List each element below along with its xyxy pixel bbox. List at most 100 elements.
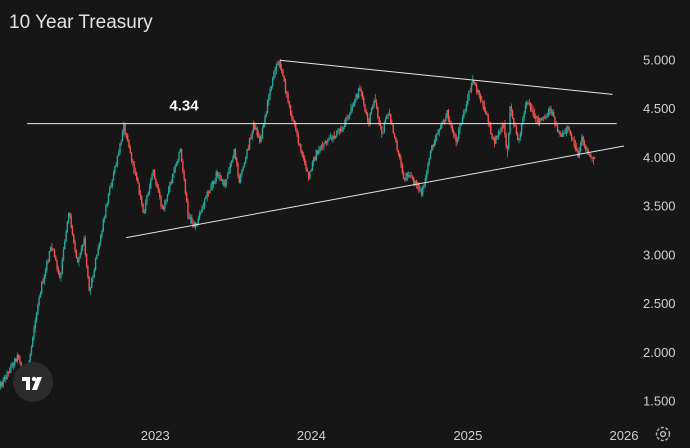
candle: [352, 101, 355, 108]
candle: [139, 189, 142, 200]
candle: [434, 134, 437, 146]
candle-body: [142, 204, 144, 213]
candle: [161, 204, 164, 210]
candle-body: [253, 123, 256, 130]
candle: [74, 239, 76, 253]
candle-body: [321, 145, 324, 147]
candle-body: [143, 211, 146, 213]
candle: [245, 156, 247, 165]
candle: [225, 178, 228, 188]
candle: [79, 252, 81, 259]
candle: [406, 172, 409, 181]
candle: [278, 60, 280, 68]
candle: [39, 291, 42, 298]
candle: [33, 325, 35, 341]
candle: [424, 175, 427, 188]
candle: [129, 144, 131, 154]
candle-body: [370, 108, 373, 114]
candle: [354, 98, 356, 107]
candle: [138, 182, 140, 196]
gear-icon[interactable]: [654, 425, 672, 443]
candle: [333, 130, 335, 140]
candle-body: [92, 275, 94, 278]
candle: [459, 123, 461, 135]
candle-body: [76, 258, 79, 262]
candle: [470, 81, 473, 94]
candle-body: [125, 134, 128, 136]
candle: [100, 234, 102, 247]
candle-body: [132, 160, 134, 162]
candle: [474, 82, 477, 87]
candle: [464, 108, 466, 115]
candle: [591, 156, 593, 163]
candle: [568, 125, 570, 132]
candle: [330, 135, 333, 142]
candle: [43, 274, 45, 285]
candle-body: [110, 186, 112, 188]
candle-body: [479, 95, 482, 101]
candle-body: [211, 181, 214, 185]
candle: [75, 249, 78, 259]
candle-body: [390, 114, 392, 123]
candle: [574, 139, 577, 152]
candle-body: [212, 181, 215, 185]
candle: [274, 66, 276, 78]
candle-body: [346, 117, 348, 119]
candle: [37, 303, 39, 316]
candle-body: [65, 231, 67, 242]
candle: [115, 162, 117, 167]
candle: [484, 106, 487, 115]
candle: [223, 178, 225, 188]
candle-body: [354, 98, 356, 105]
candle: [16, 352, 19, 364]
candle-body: [374, 100, 377, 102]
candle-body: [174, 165, 176, 173]
candle: [552, 109, 555, 118]
candle-body: [407, 175, 410, 177]
lower-trendline: [126, 145, 625, 239]
candle: [47, 258, 49, 264]
candle-body: [513, 118, 515, 126]
candle: [452, 128, 455, 138]
candle: [295, 121, 297, 132]
candle: [146, 194, 148, 206]
candle-body: [536, 116, 538, 118]
candle-body: [418, 184, 420, 192]
candle-body: [247, 148, 249, 150]
candle: [125, 132, 128, 140]
candle-body: [230, 161, 233, 164]
candle-body: [128, 140, 130, 148]
candle-body: [313, 157, 315, 163]
candle: [454, 132, 456, 140]
candle-body: [46, 261, 48, 271]
candle-body: [20, 361, 22, 367]
candle-body: [232, 158, 234, 162]
candle-body: [409, 175, 411, 178]
candle: [98, 242, 101, 250]
candle: [135, 171, 138, 181]
candle-body: [469, 90, 471, 92]
candle: [248, 137, 251, 151]
candle: [117, 149, 120, 157]
candle: [164, 199, 166, 212]
candle-body: [189, 217, 192, 219]
tradingview-logo-icon[interactable]: [13, 362, 53, 402]
candle-body: [369, 113, 371, 124]
candle-body: [123, 124, 125, 132]
candle-body: [573, 140, 575, 147]
candle-body: [427, 164, 429, 173]
candle: [396, 139, 398, 152]
candle-body: [515, 126, 518, 135]
candle-body: [447, 109, 450, 121]
candle-body: [364, 104, 366, 113]
candle-body: [236, 157, 238, 164]
candle: [61, 257, 63, 275]
candle-body: [251, 131, 253, 139]
candle-body: [352, 104, 355, 107]
candle-body: [468, 90, 470, 101]
candle: [260, 134, 262, 143]
candle: [232, 155, 234, 163]
candle-body: [227, 173, 229, 179]
candle-body: [269, 89, 271, 96]
